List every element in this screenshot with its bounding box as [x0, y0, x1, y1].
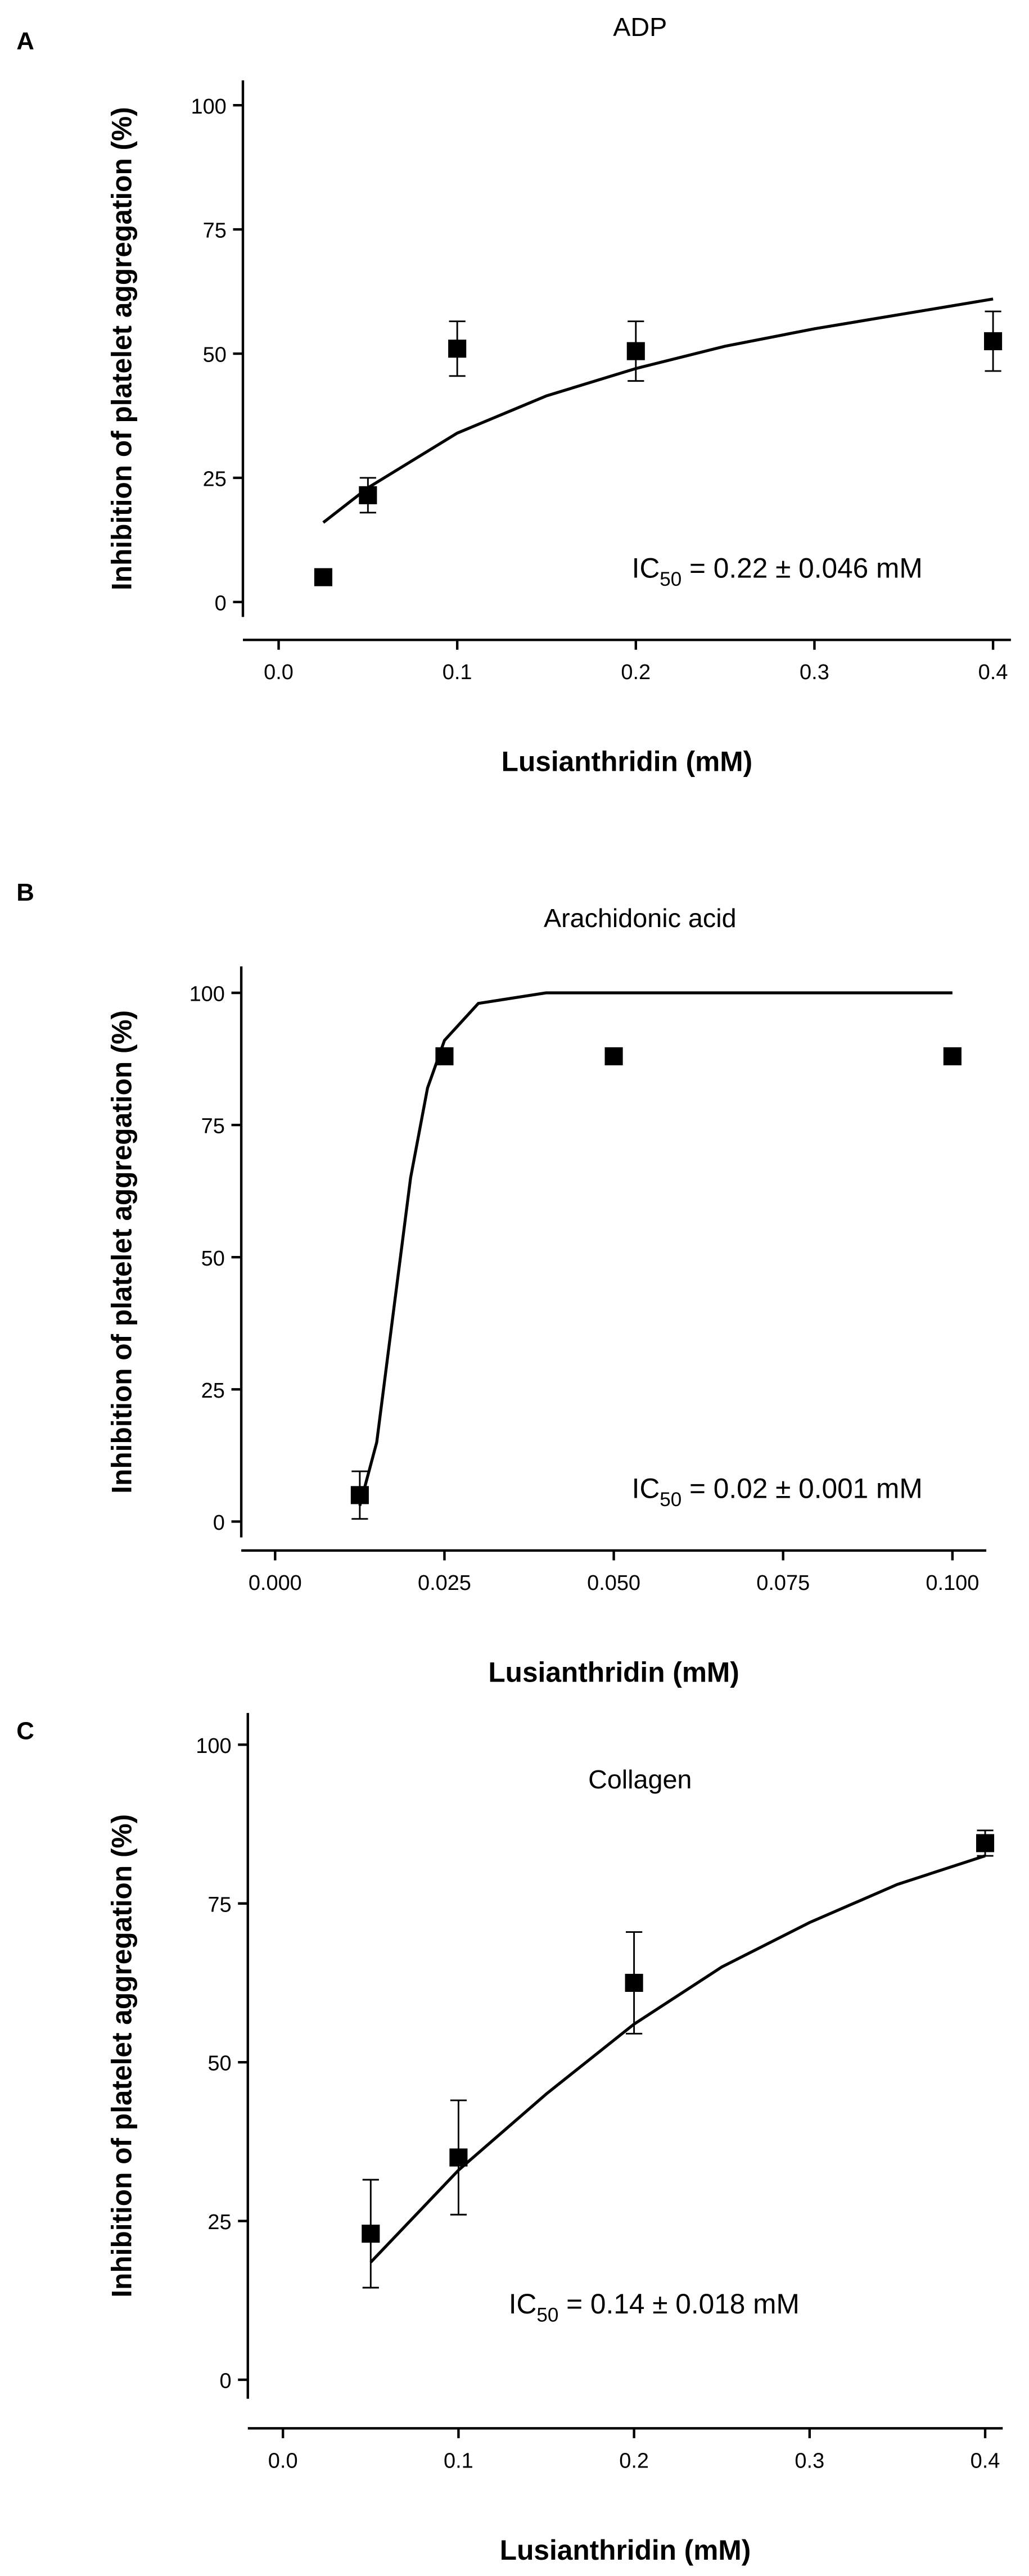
annotation-text: = 0.22 ± 0.046 mM [682, 552, 922, 584]
annotation-prefix: IC [632, 552, 660, 584]
data-point [359, 486, 377, 504]
panel-label: A [16, 28, 34, 55]
chart-title: ADP [613, 12, 667, 42]
chart-title: Collagen [588, 1765, 692, 1794]
fit-curve [369, 1854, 986, 2263]
data-point [449, 2148, 468, 2167]
fit-curve [358, 991, 953, 1506]
annotation-subscript: 50 [536, 2304, 558, 2326]
x-tick-label: 0.4 [971, 2449, 1000, 2473]
data-point [976, 1834, 995, 1852]
y-tick-label: 75 [207, 1893, 231, 1917]
panel-label: C [16, 1718, 34, 1745]
data-point [626, 342, 645, 360]
x-axis-title: Lusianthridin (mM) [502, 746, 752, 778]
y-axis-title: Inhibition of platelet aggregation (%) [106, 107, 138, 590]
chart-title: Arachidonic acid [544, 903, 737, 933]
data-point [350, 1486, 369, 1504]
x-tick-label: 0.025 [418, 1571, 471, 1595]
data-point [943, 1047, 962, 1065]
x-tick-label: 0.3 [800, 661, 829, 684]
y-tick-label: 25 [201, 1379, 225, 1403]
annotation-subscript: 50 [660, 568, 682, 590]
x-tick-label: 0.1 [444, 2449, 473, 2473]
y-tick-label: 100 [191, 95, 226, 119]
data-point [604, 1047, 623, 1065]
annotation: IC50 = 0.22 ± 0.046 mM [632, 552, 923, 590]
y-tick-label: 0 [215, 591, 227, 615]
x-tick-label: 0.3 [795, 2449, 824, 2473]
y-tick-label: 100 [196, 1734, 231, 1758]
y-tick-label: 25 [207, 2211, 231, 2234]
x-axis-title: Lusianthridin (mM) [488, 1656, 739, 1688]
annotation-prefix: IC [632, 1473, 660, 1504]
y-tick-label: 50 [201, 1247, 225, 1271]
data-point [362, 2225, 380, 2243]
y-tick-label: 50 [207, 2052, 231, 2076]
y-axis-title: Inhibition of platelet aggregation (%) [106, 1814, 138, 2298]
y-axis-title: Inhibition of platelet aggregation (%) [106, 1010, 138, 1494]
annotation-text: = 0.14 ± 0.018 mM [558, 2288, 799, 2320]
x-tick-label: 0.0 [268, 2449, 298, 2473]
data-point [448, 340, 467, 358]
x-tick-label: 0.1 [443, 661, 472, 684]
fit-curve [322, 297, 994, 524]
panel-label: B [16, 879, 34, 906]
annotation-subscript: 50 [660, 1489, 682, 1511]
x-tick-label: 0.0 [264, 661, 294, 684]
x-axis-title: Lusianthridin (mM) [500, 2534, 751, 2566]
x-tick-label: 0.2 [621, 661, 651, 684]
data-point [625, 1973, 643, 1992]
x-tick-label: 0.2 [619, 2449, 649, 2473]
annotation-prefix: IC [509, 2288, 537, 2320]
data-point [314, 568, 332, 586]
y-tick-label: 0 [219, 2370, 231, 2393]
x-tick-label: 0.000 [249, 1571, 302, 1595]
annotation-text: = 0.02 ± 0.001 mM [682, 1473, 922, 1504]
x-tick-label: 0.100 [926, 1571, 979, 1595]
y-tick-label: 0 [213, 1511, 225, 1535]
x-tick-label: 0.075 [756, 1571, 810, 1595]
data-point [984, 332, 1003, 350]
y-tick-label: 25 [203, 468, 227, 491]
y-tick-label: 100 [189, 983, 225, 1006]
x-tick-label: 0.050 [587, 1571, 640, 1595]
annotation: IC50 = 0.02 ± 0.001 mM [632, 1473, 923, 1511]
y-tick-label: 75 [201, 1115, 225, 1138]
data-point [435, 1047, 454, 1065]
annotation: IC50 = 0.14 ± 0.018 mM [509, 2288, 800, 2326]
y-tick-label: 50 [203, 344, 227, 367]
y-tick-label: 75 [203, 219, 227, 243]
x-tick-label: 0.4 [978, 661, 1008, 684]
